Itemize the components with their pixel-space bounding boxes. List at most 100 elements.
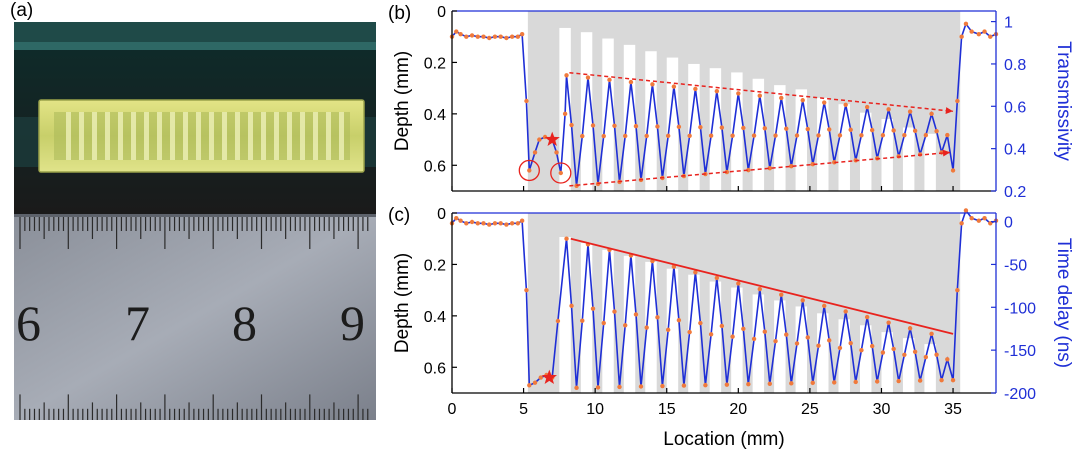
data-point	[458, 218, 463, 223]
data-point	[580, 318, 585, 323]
data-point	[751, 336, 757, 342]
annotation-circle	[550, 162, 572, 184]
data-point	[492, 34, 498, 39]
sample-groove	[66, 112, 71, 160]
data-point	[982, 215, 987, 221]
x-tick-label: 5	[519, 401, 528, 418]
data-point	[730, 133, 735, 138]
data-point	[891, 346, 896, 352]
data-point	[869, 127, 875, 133]
x-tick-label: 10	[586, 401, 604, 418]
data-point	[519, 31, 525, 37]
data-point	[698, 125, 703, 130]
data-point	[751, 133, 757, 138]
chart-b: (b) 0 0.2 0.4 0.6 Depth (mm) 0.2 0.4 0.6 0.8 1 Tran…	[388, 3, 1074, 201]
data-point	[633, 123, 639, 129]
data-point	[837, 133, 843, 138]
data-point	[959, 34, 964, 39]
x-tick-label: 30	[873, 401, 891, 418]
data-point	[558, 170, 563, 176]
data-point	[703, 382, 708, 388]
gray-region	[527, 11, 961, 191]
data-point	[458, 31, 463, 37]
data-point	[832, 380, 837, 385]
data-point	[671, 264, 677, 269]
left-tick-label: 0.4	[424, 107, 446, 124]
data-point	[955, 98, 960, 104]
data-point	[574, 385, 579, 391]
right-tick-label: 1	[1004, 15, 1013, 32]
data-point	[864, 104, 870, 110]
data-bar	[645, 261, 657, 393]
data-point	[837, 345, 843, 351]
data-bar	[860, 325, 872, 393]
data-point	[741, 326, 746, 332]
data-bar	[688, 63, 700, 191]
left-tick-label: 0.2	[424, 257, 446, 274]
data-bar	[731, 287, 743, 393]
panel-a-label: (a)	[10, 0, 34, 21]
data-bar	[645, 51, 657, 192]
data-point	[708, 332, 714, 337]
data-point	[708, 133, 714, 138]
data-point	[907, 109, 913, 114]
data-bar	[602, 249, 614, 393]
data-point	[469, 219, 475, 225]
annotation-circle	[518, 159, 540, 182]
data-point	[655, 315, 660, 320]
sample-groove	[92, 112, 97, 160]
data-bar	[817, 313, 829, 393]
data-point	[832, 160, 837, 165]
sample-photo: 6 7 8 9	[14, 22, 376, 420]
data-point	[982, 29, 987, 34]
data-bar	[688, 274, 700, 393]
data-point	[969, 29, 974, 34]
data-bar	[666, 57, 679, 192]
right-tick-label: 0.6	[1004, 99, 1026, 116]
data-point	[929, 331, 934, 337]
sample-groove	[118, 112, 123, 160]
data-point	[585, 75, 591, 80]
data-point	[736, 281, 741, 286]
data-point	[660, 383, 665, 389]
data-point	[805, 126, 810, 132]
data-point	[816, 133, 821, 138]
data-bar	[709, 281, 722, 393]
data-bar	[795, 306, 808, 393]
data-point	[874, 379, 880, 384]
data-point	[827, 338, 832, 343]
data-point	[822, 303, 827, 309]
data-point	[532, 380, 538, 385]
data-point	[527, 168, 532, 173]
data-point	[569, 303, 574, 309]
data-point	[859, 133, 864, 138]
ruler-ticks	[19, 217, 369, 420]
data-point	[454, 215, 459, 221]
data-point	[757, 286, 762, 292]
data-bar	[838, 319, 850, 393]
data-point	[822, 100, 827, 105]
data-point	[891, 128, 896, 133]
data-point	[827, 127, 832, 132]
sample-groove	[261, 112, 266, 160]
data-point	[730, 334, 735, 339]
data-point	[773, 133, 778, 138]
data-point	[886, 107, 891, 112]
sample-groove	[326, 112, 331, 160]
data-bar	[602, 38, 614, 191]
sample-groove	[170, 112, 175, 160]
data-point	[945, 132, 950, 138]
ruler-number-9: 9	[340, 295, 365, 351]
data-point	[538, 375, 543, 380]
sample-groove	[235, 112, 240, 160]
data-bar	[817, 97, 829, 191]
data-bar	[881, 119, 893, 191]
sample-groove	[248, 112, 253, 160]
data-point	[789, 381, 794, 386]
data-point	[896, 378, 901, 384]
left-tick-label: 0.6	[424, 360, 446, 377]
sample-groove	[287, 112, 292, 160]
sample-groove	[157, 112, 162, 160]
right-axis-label: Time delay (ns)	[1053, 238, 1074, 368]
